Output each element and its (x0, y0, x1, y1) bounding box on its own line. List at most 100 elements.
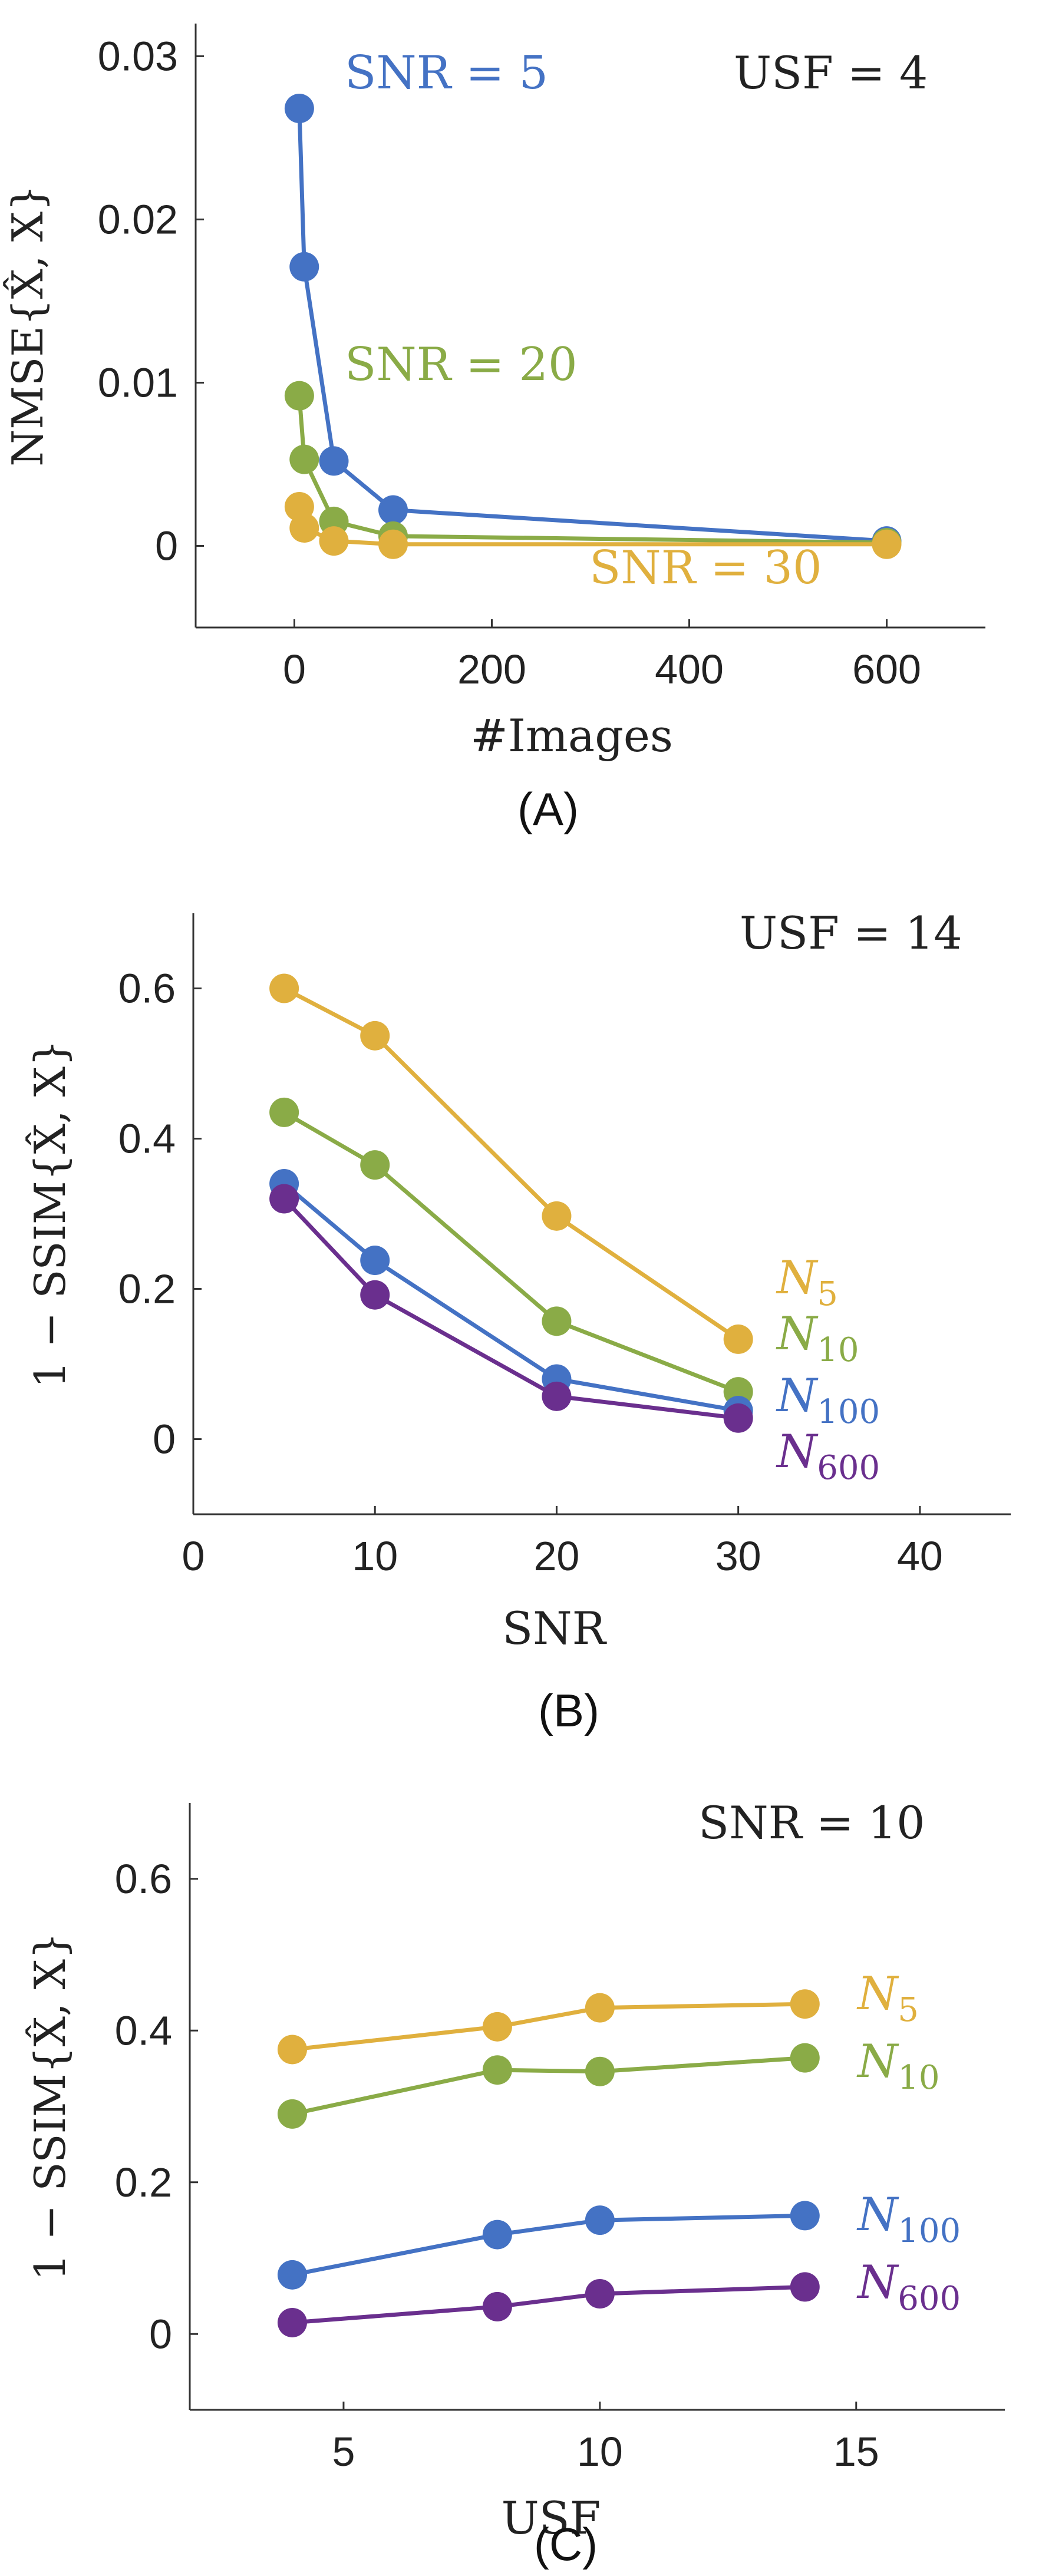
series-line (283, 1110, 739, 1394)
data-point (585, 2205, 615, 2235)
series-n10: N10 (277, 2035, 940, 2129)
series-label: N600 (776, 1425, 880, 1487)
x-tick-label: 0 (283, 646, 306, 692)
series-n5: N5 (269, 973, 838, 1354)
y-tick-label: 0 (155, 523, 178, 569)
series-snr-5: SNR = 5 (284, 47, 902, 556)
data-point (542, 1201, 572, 1231)
data-point (360, 1246, 390, 1276)
data-point (269, 1184, 299, 1214)
series-n10: N10 (269, 1097, 859, 1407)
series-label: N10 (776, 1307, 859, 1369)
data-point (482, 2055, 512, 2085)
data-point (790, 2201, 820, 2231)
data-point (723, 1403, 753, 1433)
x-tick-label: 400 (655, 646, 724, 692)
data-point (482, 2012, 512, 2042)
data-point (277, 2035, 307, 2065)
series-snr-30: SNR = 30 (284, 492, 902, 595)
series-line (292, 2002, 805, 2052)
y-tick-label: 0.2 (118, 1266, 176, 1312)
condition-annotation: USF = 14 (740, 907, 962, 959)
y-tick-label: 0.02 (98, 196, 178, 242)
series-label: N100 (856, 2188, 961, 2250)
data-point (284, 94, 314, 124)
data-point (378, 495, 408, 525)
series-n600: N600 (277, 2256, 961, 2337)
data-point (277, 2307, 307, 2337)
data-point (269, 1097, 299, 1127)
data-point (289, 513, 319, 543)
series-n100: N100 (269, 1169, 880, 1431)
x-tick-label: 10 (352, 1533, 398, 1579)
x-tick-label: 30 (715, 1533, 761, 1579)
series-n600: N600 (269, 1184, 880, 1487)
y-tick-label: 0.4 (118, 1116, 176, 1162)
x-tick-label: 10 (577, 2429, 623, 2475)
series-label: N600 (856, 2256, 961, 2318)
series-line (292, 2056, 806, 2116)
x-tick-label: 40 (897, 1533, 943, 1579)
y-tick-label: 0.01 (98, 359, 178, 405)
series-line (292, 2284, 805, 2325)
series-label: N5 (776, 1251, 838, 1313)
data-point (585, 1993, 615, 2023)
data-point (360, 1280, 390, 1310)
data-point (277, 2260, 307, 2290)
x-tick-label: 5 (332, 2429, 355, 2475)
x-tick-label: 200 (457, 646, 526, 692)
data-point (790, 2043, 820, 2073)
y-axis-label: 1 − SSIM{X̂, X} (25, 1039, 75, 1388)
data-point (585, 2279, 615, 2309)
series-n5: N5 (277, 1967, 919, 2065)
data-point (482, 2220, 512, 2250)
y-tick-label: 0 (149, 2311, 172, 2357)
data-point (284, 381, 314, 411)
series-n100: N100 (277, 2188, 961, 2290)
data-point (723, 1324, 753, 1354)
chart-panel-c: 5 10 15 0 0.2 0.4 0.6 USF 1 − SSIM{X̂, X} SNR = 1… (25, 1796, 1005, 2570)
y-tick-label: 0.03 (98, 33, 178, 79)
x-tick-label: 600 (852, 646, 921, 692)
data-point (360, 1150, 390, 1180)
data-point (378, 529, 408, 559)
series-line (292, 2213, 805, 2277)
data-point (319, 446, 349, 476)
panel-label: (A) (517, 783, 579, 835)
series-line (282, 1197, 739, 1421)
series-label: N100 (776, 1369, 880, 1431)
x-tick-label: 20 (534, 1533, 580, 1579)
chart-panel-b: 0 10 20 30 40 0 0.2 0.4 0.6 SNR 1 − SSIM{X̂, X} USF… (25, 907, 1011, 1736)
series-label: SNR = 30 (589, 541, 822, 595)
x-axis-label: SNR (502, 1602, 608, 1654)
y-tick-label: 0.4 (115, 2007, 172, 2053)
chart-panel-a: 0 200 400 600 0 0.01 0.02 0.03 #Images NMSE{X̂, X… (2, 24, 985, 835)
series-line (283, 986, 740, 1341)
series-label: N10 (856, 2035, 940, 2097)
series-label: N5 (856, 1967, 919, 2029)
x-axis-label: USF (502, 2492, 601, 2544)
data-point (585, 2056, 615, 2086)
series-label: SNR = 20 (345, 338, 578, 391)
data-point (289, 252, 319, 282)
y-tick-label: 0.2 (115, 2159, 172, 2205)
data-point (289, 444, 319, 474)
data-point (790, 2272, 820, 2302)
y-tick-label: 0 (153, 1416, 176, 1462)
data-point (790, 1989, 820, 2019)
series-snr-20: SNR = 20 (284, 338, 902, 557)
y-tick-label: 0.6 (118, 966, 176, 1012)
y-axis-label: 1 − SSIM{X̂, X} (25, 1932, 75, 2280)
x-tick-label: 0 (182, 1533, 205, 1579)
condition-annotation: SNR = 10 (698, 1796, 925, 1849)
data-point (360, 1021, 390, 1051)
data-point (482, 2291, 512, 2321)
series-label: SNR = 5 (345, 47, 548, 100)
x-tick-label: 15 (833, 2429, 879, 2475)
condition-annotation: USF = 4 (734, 47, 928, 99)
data-point (872, 529, 902, 559)
data-point (542, 1306, 572, 1336)
y-tick-label: 0.6 (115, 1856, 172, 1902)
x-axis-label: #Images (470, 709, 673, 762)
